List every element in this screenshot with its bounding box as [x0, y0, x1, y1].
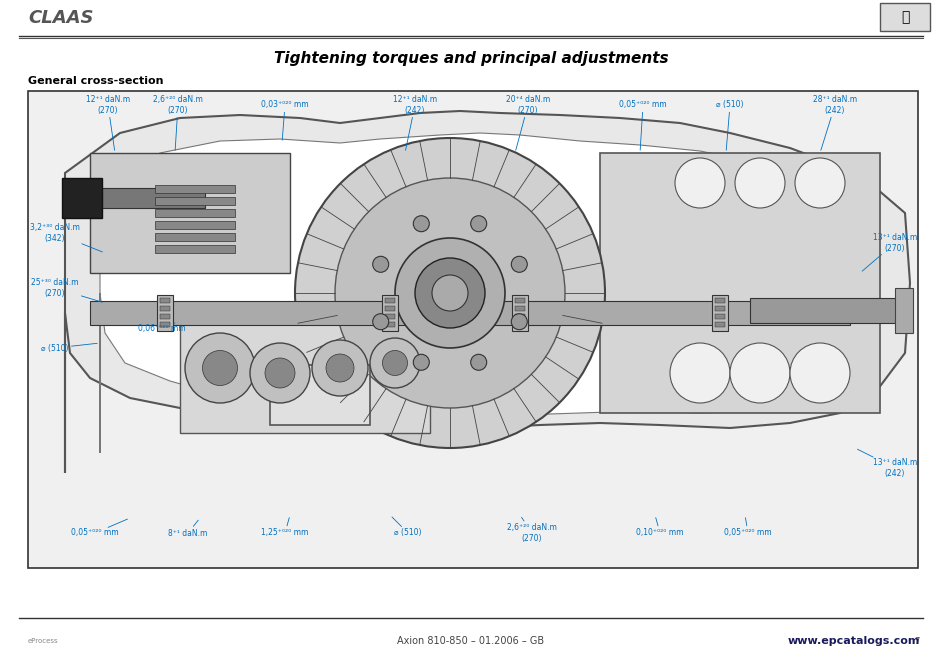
Bar	[155, 221, 235, 229]
Text: Tightening torques and principal adjustments: Tightening torques and principal adjustm…	[274, 50, 668, 66]
Circle shape	[250, 343, 310, 403]
Text: 12⁺¹ daN.m
(270): 12⁺¹ daN.m (270)	[86, 95, 130, 151]
Text: 0,05⁺⁰²⁰ mm: 0,05⁺⁰²⁰ mm	[72, 519, 127, 538]
Circle shape	[735, 158, 785, 208]
Text: 0,06⁺⁰²⁰ mm: 0,06⁺⁰²⁰ mm	[138, 323, 186, 333]
Text: 28⁺¹ daN.m
(242): 28⁺¹ daN.m (242)	[813, 95, 857, 151]
Bar	[270, 365, 370, 425]
Bar	[160, 322, 170, 327]
Text: 7: 7	[915, 636, 920, 646]
Circle shape	[415, 258, 485, 328]
Circle shape	[203, 351, 237, 385]
Text: 2,6⁺²⁰ daN.m
(270): 2,6⁺²⁰ daN.m (270)	[507, 517, 557, 543]
Bar	[160, 298, 170, 303]
Text: General cross-section: General cross-section	[28, 76, 164, 86]
Circle shape	[265, 358, 295, 388]
Bar	[895, 288, 913, 333]
Bar	[715, 306, 725, 311]
Bar	[90, 301, 850, 325]
Circle shape	[295, 138, 605, 448]
Circle shape	[185, 333, 255, 403]
Bar	[155, 233, 235, 241]
Circle shape	[370, 338, 420, 388]
Text: 8⁺¹ daN.m: 8⁺¹ daN.m	[169, 520, 207, 538]
Bar	[515, 306, 525, 311]
Text: ⌀ (510): ⌀ (510)	[41, 343, 97, 353]
Bar	[712, 295, 728, 331]
Circle shape	[395, 238, 505, 348]
Circle shape	[335, 178, 565, 408]
Text: 1,25⁺⁰²⁰ mm: 1,25⁺⁰²⁰ mm	[261, 518, 309, 538]
Bar	[515, 314, 525, 319]
Bar	[600, 153, 880, 413]
Text: 12⁺¹ daN.m
(242): 12⁺¹ daN.m (242)	[393, 95, 437, 151]
Text: 0,05⁺⁰²⁰ mm: 0,05⁺⁰²⁰ mm	[619, 101, 667, 151]
Text: ⌀ (510): ⌀ (510)	[716, 101, 744, 151]
Text: 🚜: 🚜	[901, 10, 909, 24]
Circle shape	[675, 158, 725, 208]
Circle shape	[670, 343, 730, 403]
Text: 0,03⁺⁰²⁰ mm: 0,03⁺⁰²⁰ mm	[261, 101, 309, 141]
Text: 13⁺¹ daN.m
(242): 13⁺¹ daN.m (242)	[857, 450, 918, 478]
Text: Axion 810-850 – 01.2006 – GB: Axion 810-850 – 01.2006 – GB	[398, 636, 544, 646]
Bar	[65, 188, 205, 208]
Circle shape	[795, 158, 845, 208]
Text: eProcess: eProcess	[28, 638, 58, 644]
Text: 25⁺³⁰ daN.m
(270): 25⁺³⁰ daN.m (270)	[31, 278, 103, 302]
Text: 0,05⁺⁰²⁰ mm: 0,05⁺⁰²⁰ mm	[724, 518, 771, 538]
Text: www.epcatalogs.com: www.epcatalogs.com	[788, 636, 920, 646]
Bar	[385, 306, 395, 311]
Bar	[750, 298, 910, 323]
Circle shape	[373, 314, 389, 330]
Circle shape	[414, 215, 430, 231]
Circle shape	[790, 343, 850, 403]
Circle shape	[512, 314, 528, 330]
Bar	[155, 185, 235, 193]
Bar	[155, 209, 235, 217]
Bar	[385, 322, 395, 327]
Text: 20⁺⁴ daN.m
(270): 20⁺⁴ daN.m (270)	[506, 95, 550, 151]
Bar	[155, 245, 235, 253]
Text: ⌀ (510): ⌀ (510)	[392, 517, 422, 538]
Bar	[715, 298, 725, 303]
Circle shape	[471, 354, 487, 371]
Bar	[512, 295, 528, 331]
Polygon shape	[65, 111, 910, 473]
Bar	[160, 314, 170, 319]
Circle shape	[471, 215, 487, 231]
Bar	[880, 3, 930, 31]
Circle shape	[414, 354, 430, 371]
Circle shape	[373, 257, 389, 272]
Bar	[28, 91, 918, 568]
Bar	[515, 322, 525, 327]
Bar	[180, 313, 430, 433]
Bar	[715, 314, 725, 319]
Polygon shape	[100, 133, 878, 453]
Circle shape	[312, 340, 368, 396]
Text: 0,10⁺⁰²⁰ mm: 0,10⁺⁰²⁰ mm	[636, 518, 684, 538]
Bar	[715, 322, 725, 327]
Bar	[90, 153, 290, 273]
Circle shape	[382, 351, 408, 375]
Circle shape	[730, 343, 790, 403]
Text: CLAAS: CLAAS	[28, 9, 93, 27]
Bar	[157, 295, 173, 331]
Bar	[382, 295, 398, 331]
Text: 3,2⁺³⁰ daN.m
(342): 3,2⁺³⁰ daN.m (342)	[30, 223, 103, 252]
Bar	[515, 298, 525, 303]
Bar	[385, 298, 395, 303]
Text: 13⁺¹ daN.m
(270): 13⁺¹ daN.m (270)	[862, 233, 918, 271]
Circle shape	[432, 275, 468, 311]
Bar	[62, 178, 102, 218]
Bar	[160, 306, 170, 311]
Bar	[155, 197, 235, 205]
Bar	[385, 314, 395, 319]
Text: 2,6⁺²⁰ daN.m
(270): 2,6⁺²⁰ daN.m (270)	[153, 95, 203, 151]
Circle shape	[512, 257, 528, 272]
Circle shape	[326, 354, 354, 382]
